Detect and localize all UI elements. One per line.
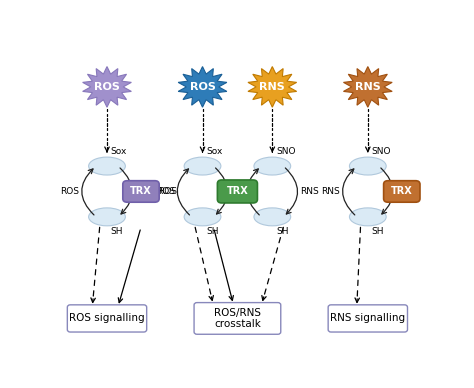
Text: SH: SH (372, 227, 384, 236)
Text: RNS signalling: RNS signalling (330, 314, 405, 324)
Polygon shape (178, 67, 227, 107)
Text: SNO: SNO (372, 147, 391, 156)
Text: SH: SH (110, 227, 123, 236)
Text: TRX: TRX (227, 187, 248, 196)
Text: RNS: RNS (300, 187, 319, 196)
FancyBboxPatch shape (194, 303, 281, 334)
Text: ROS/RNS
crosstalk: ROS/RNS crosstalk (214, 308, 261, 329)
Text: RNS: RNS (321, 187, 340, 196)
Ellipse shape (89, 208, 125, 226)
Text: SNO: SNO (276, 147, 295, 156)
Text: SH: SH (276, 227, 289, 236)
Text: Sox: Sox (206, 147, 223, 156)
Polygon shape (82, 67, 131, 107)
Polygon shape (248, 67, 297, 107)
Text: RNS: RNS (355, 82, 381, 92)
FancyBboxPatch shape (218, 180, 257, 203)
Text: ROS signalling: ROS signalling (69, 314, 145, 324)
Text: ROS: ROS (156, 187, 175, 196)
FancyBboxPatch shape (123, 181, 159, 202)
Ellipse shape (349, 157, 386, 175)
Text: ROS: ROS (61, 187, 80, 196)
FancyBboxPatch shape (328, 305, 408, 332)
Ellipse shape (349, 208, 386, 226)
FancyBboxPatch shape (67, 305, 146, 332)
Text: RNS: RNS (259, 82, 285, 92)
Text: ROS: ROS (190, 82, 216, 92)
Polygon shape (344, 67, 392, 107)
Ellipse shape (184, 157, 221, 175)
Text: TRX: TRX (391, 187, 413, 196)
Text: ROS: ROS (158, 187, 177, 196)
Text: ROS: ROS (94, 82, 120, 92)
Text: Sox: Sox (110, 147, 127, 156)
Ellipse shape (254, 208, 291, 226)
Ellipse shape (89, 157, 125, 175)
Ellipse shape (184, 208, 221, 226)
Ellipse shape (254, 157, 291, 175)
FancyBboxPatch shape (383, 181, 420, 202)
Text: SH: SH (206, 227, 219, 236)
Text: TRX: TRX (130, 187, 152, 196)
